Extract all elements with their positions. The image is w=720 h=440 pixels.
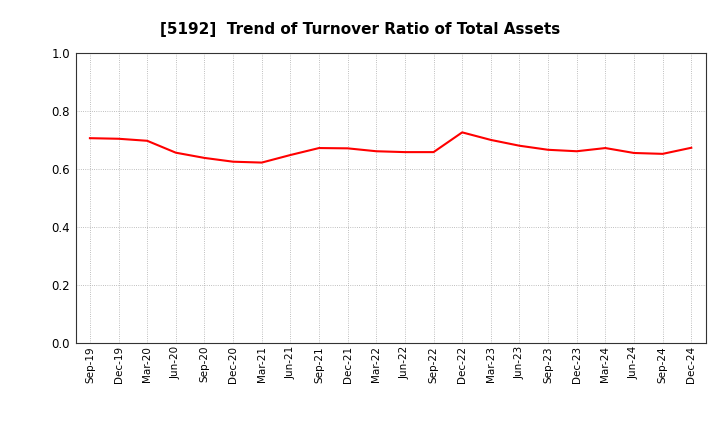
Text: [5192]  Trend of Turnover Ratio of Total Assets: [5192] Trend of Turnover Ratio of Total … (160, 22, 560, 37)
